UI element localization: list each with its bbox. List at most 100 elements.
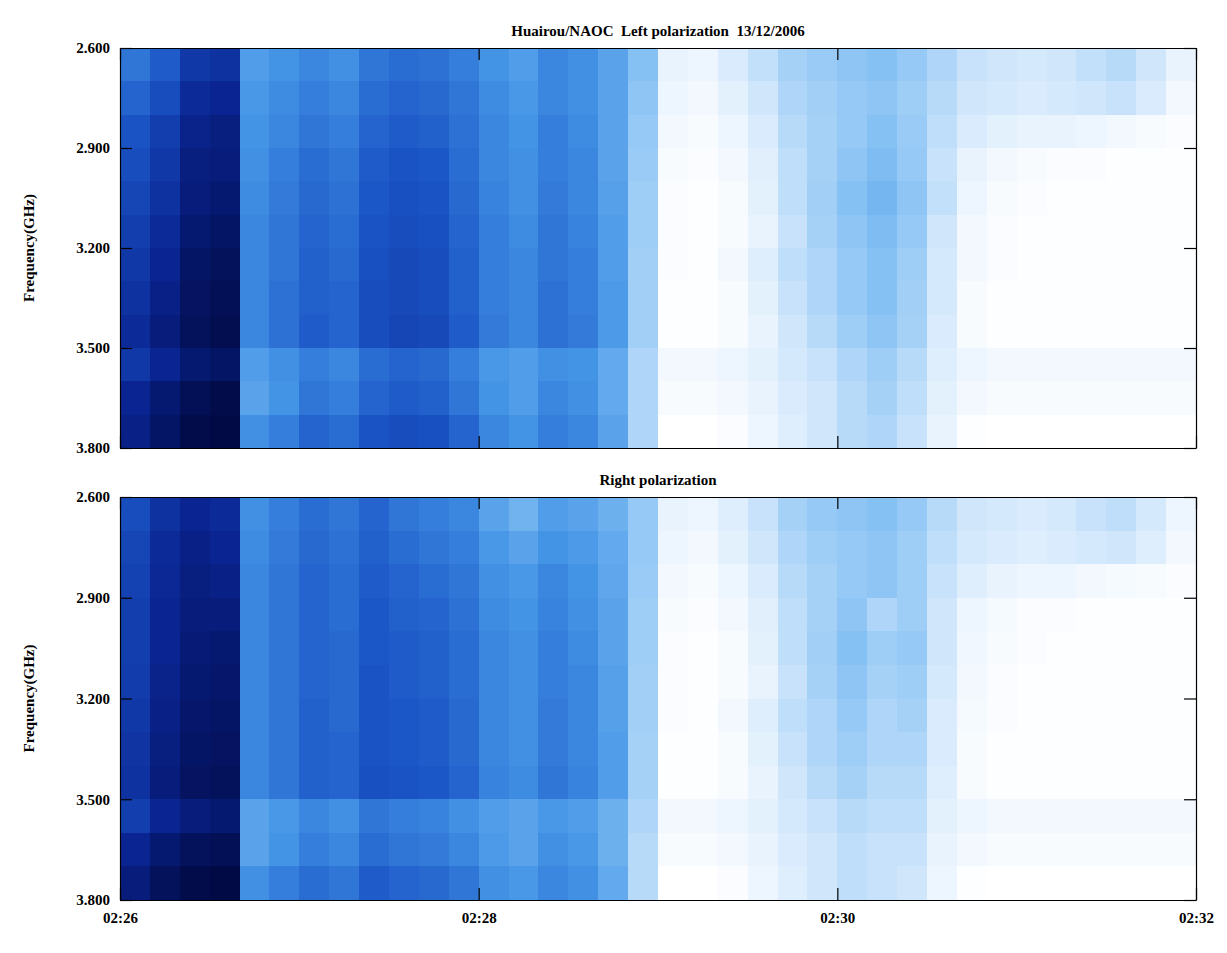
heatmap-cell	[299, 699, 329, 733]
heatmap-cell	[568, 866, 598, 900]
heatmap-cell	[718, 348, 748, 382]
heatmap-cell	[718, 215, 748, 249]
heatmap-cell	[538, 732, 568, 766]
heatmap-cell	[688, 415, 718, 448]
heatmap-cell	[538, 81, 568, 115]
heatmap-cell	[867, 833, 897, 867]
heatmap-cell	[1106, 215, 1136, 249]
heatmap-cell	[509, 497, 539, 531]
heatmap-cell	[1166, 181, 1196, 215]
heatmap-cell	[299, 115, 329, 149]
heatmap-cell	[957, 497, 987, 531]
tick-mark	[120, 48, 121, 60]
heatmap-cell	[987, 866, 1017, 900]
heatmap-cell	[1166, 348, 1196, 382]
heatmap-cell	[1047, 497, 1077, 531]
heatmap-cell	[329, 215, 359, 249]
heatmap-cell	[807, 799, 837, 833]
heatmap-cell	[1017, 148, 1047, 182]
heatmap-cell	[718, 48, 748, 82]
heatmap-cell	[778, 866, 808, 900]
tick-mark	[120, 698, 132, 699]
heatmap-cell	[957, 699, 987, 733]
heatmap-cell	[269, 81, 299, 115]
heatmap-cell	[927, 348, 957, 382]
heatmap-cell	[748, 281, 778, 315]
heatmap-cell	[987, 281, 1017, 315]
heatmap-cell	[449, 81, 479, 115]
heatmap-cell	[867, 248, 897, 282]
heatmap-cell	[509, 665, 539, 699]
tick-mark	[1196, 436, 1197, 448]
heatmap-cell	[359, 531, 389, 565]
heatmap-cell	[837, 564, 867, 598]
heatmap-cell	[957, 281, 987, 315]
heatmap-cell	[1076, 497, 1106, 531]
heatmap-cell	[299, 281, 329, 315]
heatmap-cell	[150, 497, 180, 531]
heatmap-cell	[1017, 564, 1047, 598]
heatmap-cell	[1047, 866, 1077, 900]
heatmap-cell	[1076, 348, 1106, 382]
heatmap-cell	[449, 665, 479, 699]
tick-mark	[1184, 348, 1196, 349]
heatmap-cell	[479, 732, 509, 766]
heatmap-cell	[807, 115, 837, 149]
heatmap-cell	[419, 115, 449, 149]
heatmap-cell	[748, 415, 778, 448]
heatmap-cell	[1076, 766, 1106, 800]
heatmap-cell	[449, 833, 479, 867]
heatmap-cell	[329, 732, 359, 766]
y-axis: 2.6002.9003.2003.5003.800	[76, 40, 132, 456]
heatmap-cell	[748, 699, 778, 733]
heatmap-cell	[748, 315, 778, 349]
heatmap-cell	[987, 699, 1017, 733]
panel: 2.6002.9003.2003.5003.800Huairou/NAOC Le…	[21, 23, 1197, 456]
heatmap-cell	[299, 631, 329, 665]
heatmap-cell	[778, 598, 808, 632]
heatmap-cell	[837, 699, 867, 733]
heatmap-cell	[778, 732, 808, 766]
heatmap-cell	[867, 766, 897, 800]
heatmap-cell	[927, 732, 957, 766]
heatmap-cell	[957, 115, 987, 149]
heatmap-cell	[1076, 181, 1106, 215]
heatmap-cell	[748, 348, 778, 382]
heatmap-cell	[598, 315, 628, 349]
heatmap-cell	[1017, 766, 1047, 800]
heatmap-cell	[987, 381, 1017, 415]
heatmap-cell	[658, 866, 688, 900]
heatmap-cell	[419, 799, 449, 833]
heatmap-cell	[419, 699, 449, 733]
heatmap-cell	[897, 631, 927, 665]
heatmap-cell	[688, 531, 718, 565]
heatmap-cell	[867, 631, 897, 665]
heatmap-cell	[837, 598, 867, 632]
heatmap-cell	[449, 215, 479, 249]
heatmap-cell	[419, 833, 449, 867]
heatmap-cell	[598, 833, 628, 867]
heatmap-cell	[1166, 248, 1196, 282]
heatmap-cell	[1166, 148, 1196, 182]
heatmap-cell	[957, 48, 987, 82]
heatmap-cell	[449, 766, 479, 800]
y-axis-right	[1184, 49, 1197, 449]
heatmap-cell	[240, 48, 270, 82]
heatmap-cell	[419, 598, 449, 632]
heatmap-cell	[269, 732, 299, 766]
heatmap-cell	[987, 732, 1017, 766]
heatmap-cell	[389, 598, 419, 632]
heatmap-cell	[568, 631, 598, 665]
heatmap-cell	[957, 631, 987, 665]
heatmap-cell	[718, 665, 748, 699]
heatmap-cell	[837, 631, 867, 665]
tick-mark	[1184, 148, 1196, 149]
heatmap-cell	[329, 766, 359, 800]
heatmap-cell	[778, 699, 808, 733]
heatmap-cell	[389, 315, 419, 349]
heatmap-cell	[240, 497, 270, 531]
heatmap-cell	[210, 665, 240, 699]
heatmap-cell	[150, 766, 180, 800]
heatmap-cell	[1136, 766, 1166, 800]
heatmap-cell	[509, 631, 539, 665]
